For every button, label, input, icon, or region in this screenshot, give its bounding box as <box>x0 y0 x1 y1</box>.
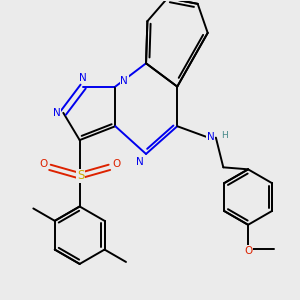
Text: N: N <box>136 157 144 167</box>
Text: N: N <box>52 108 60 118</box>
Text: O: O <box>112 159 120 170</box>
Text: H: H <box>221 131 228 140</box>
Text: O: O <box>244 246 252 256</box>
Text: O: O <box>39 159 47 170</box>
Text: N: N <box>207 132 214 142</box>
Text: N: N <box>120 76 128 85</box>
Text: N: N <box>79 73 87 83</box>
Text: S: S <box>77 169 84 182</box>
